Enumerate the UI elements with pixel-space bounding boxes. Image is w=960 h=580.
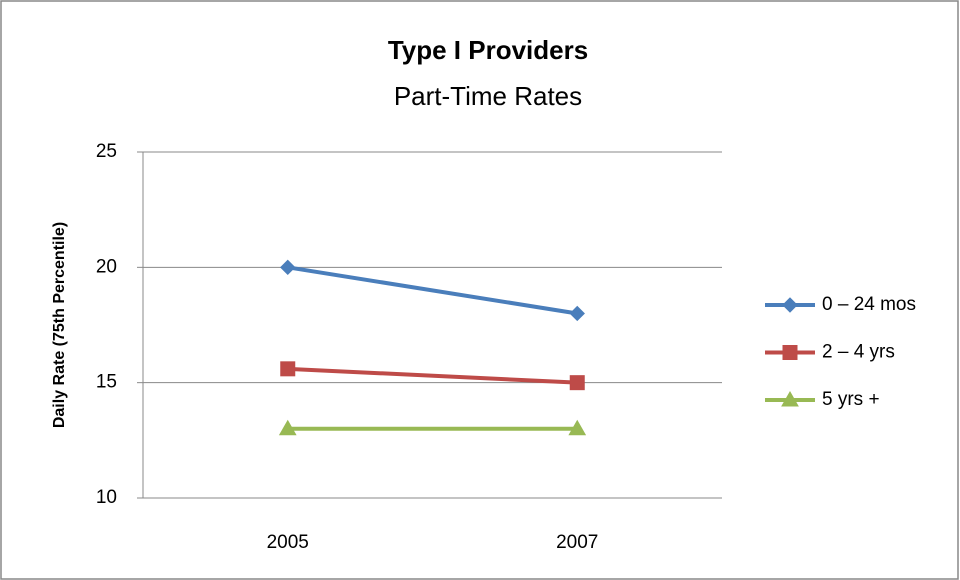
data-point	[568, 419, 587, 436]
legend-label: 5 yrs +	[822, 389, 880, 410]
data-point	[569, 305, 585, 322]
y-tick-label: 25	[96, 141, 117, 162]
x-tick-label: 2007	[556, 532, 598, 553]
data-point	[569, 375, 585, 391]
legend-marker	[782, 297, 798, 313]
data-point	[280, 259, 296, 276]
series-line	[287, 366, 578, 385]
data-point	[280, 361, 296, 377]
chart-title: Type I Providers	[388, 35, 588, 65]
series-line	[287, 265, 578, 316]
chart-subtitle: Part-Time Rates	[394, 81, 582, 111]
legend-label: 0 – 24 mos	[822, 294, 916, 315]
data-point	[278, 419, 297, 436]
legend-marker	[781, 390, 799, 407]
y-tick-label: 10	[96, 487, 117, 508]
y-tick-label: 20	[96, 256, 117, 277]
legend-marker	[782, 345, 798, 360]
y-axis-label: Daily Rate (75th Percentile)	[51, 222, 68, 428]
legend-label: 2 – 4 yrs	[822, 342, 895, 363]
y-tick-label: 15	[96, 372, 117, 393]
x-tick-label: 2005	[267, 532, 309, 553]
